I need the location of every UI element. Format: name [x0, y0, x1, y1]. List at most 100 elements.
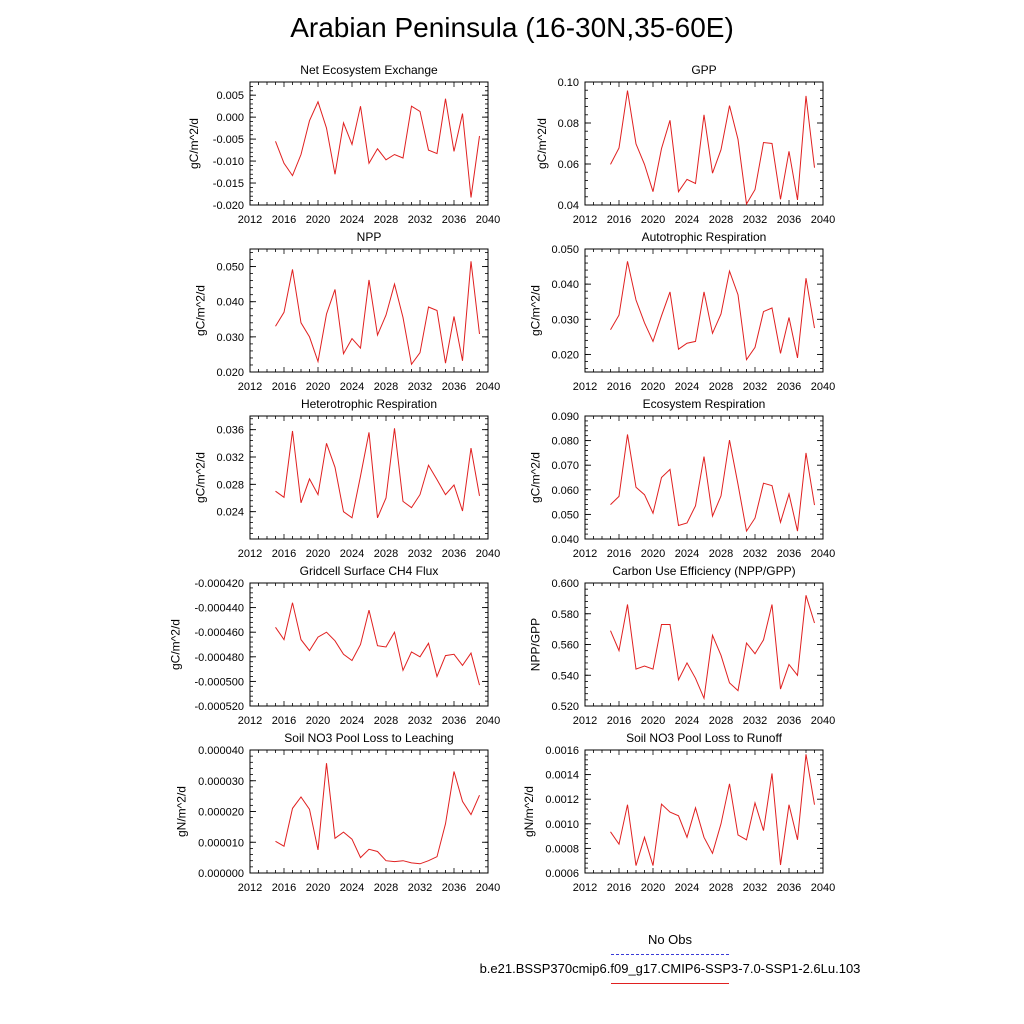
chart-panel-soil-no3-pool-loss-to-runoff: Soil NO3 Pool Loss to Runoff 2012 2016 2020… [522, 731, 835, 894]
x-tick-label: 2012 [238, 882, 262, 894]
x-tick-label: 2028 [374, 882, 398, 894]
y-tick-label: 0.0016 [545, 745, 579, 757]
x-tick-label: 2032 [743, 548, 767, 560]
x-tick-label: 2012 [573, 381, 597, 393]
x-tick-label: 2020 [306, 882, 330, 894]
chart-panel-autotrophic-respiration: Autotrophic Respiration 2012 2016 2020 2024 2… [529, 230, 836, 393]
y-tick-label: 0.06 [558, 159, 579, 171]
x-tick-label: 2028 [374, 715, 398, 727]
x-tick-label: 2036 [442, 882, 466, 894]
x-tick-label: 2020 [641, 715, 665, 727]
y-tick-label: -0.000440 [194, 603, 244, 615]
x-tick-label: 2040 [476, 882, 500, 894]
chart-title: Net Ecosystem Exchange [300, 63, 438, 77]
x-tick-label: 2024 [340, 548, 364, 560]
x-tick-label: 2012 [573, 882, 597, 894]
y-tick-label: 0.080 [551, 436, 579, 448]
x-tick-label: 2036 [777, 214, 801, 226]
x-tick-label: 2024 [675, 882, 699, 894]
y-axis-label: gC/m^2/d [535, 118, 549, 169]
chart-panel-gridcell-surface-ch4-flux: Gridcell Surface CH4 Flux 2012 2016 2020 202… [168, 564, 500, 727]
x-tick-label: 2016 [607, 882, 631, 894]
y-axis-label: gC/m^2/d [194, 452, 208, 503]
series-line [275, 98, 480, 198]
x-tick-label: 2032 [743, 882, 767, 894]
x-tick-label: 2020 [641, 548, 665, 560]
x-tick-label: 2016 [607, 548, 631, 560]
y-tick-label: 0.000010 [198, 837, 244, 849]
y-tick-label: 0.540 [551, 670, 579, 682]
plot-frame [584, 81, 824, 206]
x-tick-label: 2012 [238, 381, 262, 393]
chart-title: Gridcell Surface CH4 Flux [300, 564, 439, 578]
y-axis-label: gC/m^2/d [529, 285, 543, 336]
x-tick-label: 2016 [607, 214, 631, 226]
y-tick-label: 0.08 [558, 118, 579, 130]
page-title: Arabian Peninsula (16-30N,35-60E) [290, 12, 734, 43]
x-tick-label: 2036 [777, 882, 801, 894]
y-tick-label: 0.020 [216, 367, 244, 379]
series-line [610, 434, 815, 533]
chart-panel-soil-no3-pool-loss-to-leaching: Soil NO3 Pool Loss to Leaching 2012 2016 20… [175, 731, 501, 894]
x-tick-label: 2024 [675, 214, 699, 226]
x-tick-label: 2020 [306, 381, 330, 393]
y-tick-label: -0.005 [213, 134, 244, 146]
x-tick-label: 2028 [374, 548, 398, 560]
chart-panel-ecosystem-respiration: Ecosystem Respiration 2012 2016 2020 2024 202… [529, 397, 836, 560]
x-tick-label: 2020 [641, 381, 665, 393]
x-tick-label: 2036 [442, 715, 466, 727]
chart-panel-gpp: GPP 2012 2016 2020 2024 2028 2032 2036 2040 0.04 0… [535, 63, 835, 226]
x-tick-label: 2024 [675, 381, 699, 393]
y-tick-label: 0.036 [216, 425, 244, 437]
y-tick-label: 0.520 [551, 701, 579, 713]
x-tick-label: 2040 [811, 381, 835, 393]
x-tick-label: 2040 [811, 548, 835, 560]
x-tick-label: 2032 [743, 214, 767, 226]
plot-frame [249, 749, 489, 874]
y-tick-label: 0.032 [216, 452, 244, 464]
chart-panel-npp: NPP 2012 2016 2020 2024 2028 2032 2036 2040 0.020… [194, 230, 501, 393]
x-tick-label: 2032 [408, 715, 432, 727]
x-tick-label: 2016 [272, 548, 296, 560]
x-tick-label: 2020 [306, 548, 330, 560]
y-tick-label: 0.560 [551, 640, 579, 652]
x-tick-label: 2028 [709, 214, 733, 226]
series-line [610, 595, 815, 701]
plot-frame [584, 248, 824, 373]
y-axis-label: gC/m^2/d [187, 118, 201, 169]
y-tick-label: 0.050 [216, 262, 244, 274]
x-tick-label: 2040 [476, 214, 500, 226]
x-tick-label: 2032 [743, 715, 767, 727]
x-tick-label: 2040 [811, 715, 835, 727]
x-tick-label: 2016 [607, 715, 631, 727]
chart-panel-carbon-use-efficiency-npp-gpp: Carbon Use Efficiency (NPP/GPP) 2012 2016 2… [529, 564, 836, 727]
x-tick-label: 2040 [476, 548, 500, 560]
y-tick-label: 0.020 [551, 349, 579, 361]
x-tick-label: 2028 [709, 381, 733, 393]
x-tick-label: 2020 [641, 882, 665, 894]
series-line [275, 763, 480, 865]
series-line [610, 754, 815, 866]
x-tick-label: 2012 [573, 715, 597, 727]
y-tick-label: 0.0014 [545, 770, 579, 782]
x-tick-label: 2032 [408, 214, 432, 226]
y-tick-label: 0.040 [216, 297, 244, 309]
series-line [610, 90, 815, 206]
x-tick-label: 2012 [573, 548, 597, 560]
y-tick-label: 0.0008 [545, 843, 579, 855]
y-axis-label: gC/m^2/d [168, 619, 182, 670]
x-tick-label: 2028 [709, 715, 733, 727]
plot-frame [584, 749, 824, 874]
x-tick-label: 2032 [743, 381, 767, 393]
x-tick-label: 2024 [675, 715, 699, 727]
x-tick-label: 2028 [709, 548, 733, 560]
chart-panel-net-ecosystem-exchange: Net Ecosystem Exchange 2012 2016 2020 2024 20… [187, 63, 500, 226]
y-tick-label: -0.000420 [194, 578, 244, 590]
y-axis-label: gN/m^2/d [522, 786, 536, 837]
series-line [275, 428, 480, 519]
y-tick-label: 0.0006 [545, 868, 579, 880]
chart-title: Autotrophic Respiration [642, 230, 767, 244]
chart-title: Soil NO3 Pool Loss to Leaching [284, 731, 453, 745]
y-tick-label: 0.070 [551, 460, 579, 472]
x-tick-label: 2036 [777, 548, 801, 560]
